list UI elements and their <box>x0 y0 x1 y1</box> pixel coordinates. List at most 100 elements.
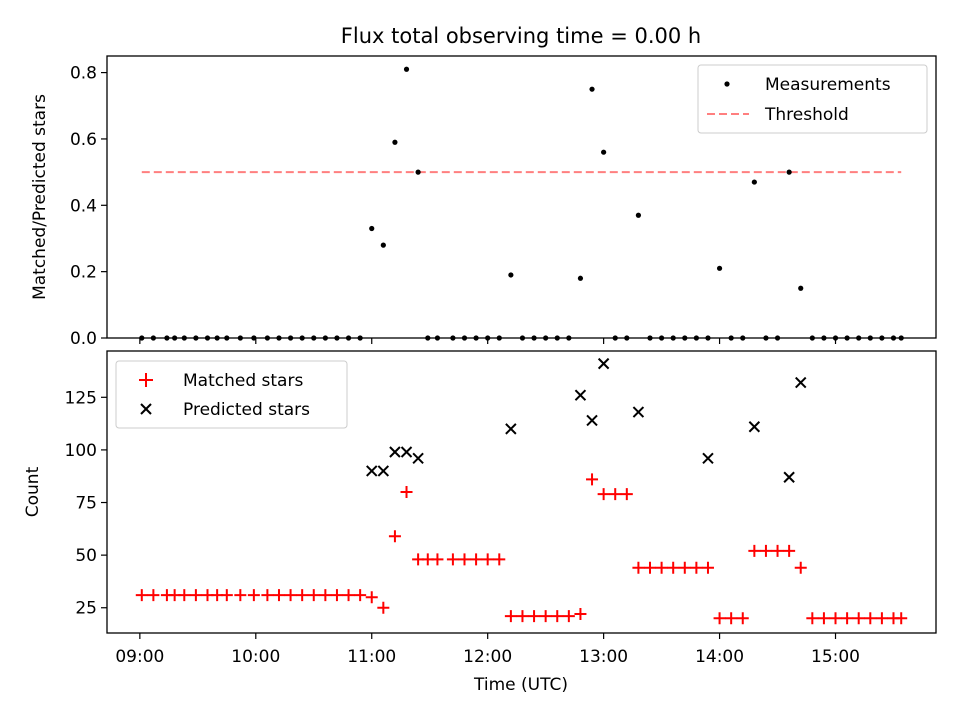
count-y-ticks: 25 50 75 100 125 <box>65 388 107 619</box>
y-tick-label: 0.8 <box>70 64 97 84</box>
matched-stars-point <box>330 589 343 602</box>
measurement-point <box>635 212 642 218</box>
matched-stars-point <box>783 544 796 557</box>
y-tick-label: 0.2 <box>70 263 97 283</box>
chart-title: Flux total observing time = 0.00 h <box>341 24 701 48</box>
predicted-stars-point <box>400 446 413 458</box>
measurement-point <box>415 169 421 175</box>
matched-stars-point <box>817 612 830 625</box>
matched-stars-point <box>667 561 680 574</box>
matched-stars-point <box>365 591 378 604</box>
predicted-stars-point <box>389 446 401 458</box>
matched-stars-point <box>528 610 541 623</box>
matched-stars-point <box>354 589 367 602</box>
matched-stars-point <box>431 553 444 566</box>
matched-stars-point <box>678 561 691 574</box>
ratio-axes: Flux total observing time = 0.00 h 0.00.… <box>30 24 937 349</box>
measurement-point <box>380 242 386 248</box>
matched-stars-point <box>895 612 908 625</box>
measurement-point <box>508 272 514 278</box>
matched-stars-point <box>701 561 714 574</box>
matched-stars-point <box>178 589 191 602</box>
matched-stars-point <box>736 612 749 625</box>
matched-stars-point <box>539 610 552 623</box>
legend-measurements-marker <box>724 81 730 87</box>
matched-stars-point <box>247 589 260 602</box>
measurement-point <box>786 169 792 175</box>
measurement-point <box>589 86 595 92</box>
matched-stars-point <box>551 610 564 623</box>
y-tick-label: 25 <box>75 599 97 619</box>
x-tick-label: 11:00 <box>347 647 396 667</box>
matched-stars-point <box>377 601 390 614</box>
matched-stars-point <box>794 561 807 574</box>
matched-stars-point <box>562 610 575 623</box>
measurement-point <box>577 275 584 281</box>
matched-stars-point <box>504 610 517 623</box>
predicted-stars-point <box>748 421 761 433</box>
ratio-y-ticks: 0.0 0.2 0.4 0.6 0.8 <box>70 64 107 349</box>
matched-stars-point <box>189 589 202 602</box>
ratio-legend: Measurements Threshold <box>697 64 928 134</box>
matched-stars-point <box>759 544 772 557</box>
x-tick-label: 13:00 <box>579 647 628 667</box>
x-tick-label: 10:00 <box>231 647 280 667</box>
matched-stars-point <box>284 589 297 602</box>
ratio-x-ticks <box>139 338 837 344</box>
count-plot-area <box>135 357 908 625</box>
predicted-stars-point <box>632 406 645 418</box>
matched-stars-point <box>307 589 320 602</box>
y-tick-label: 100 <box>65 441 97 461</box>
ratio-y-axis-label: Matched/Predicted stars <box>30 94 50 300</box>
matched-stars-point <box>852 612 865 625</box>
y-tick-label: 0.6 <box>70 130 97 150</box>
matched-stars-point <box>296 589 309 602</box>
matched-stars-point <box>620 488 633 501</box>
matched-stars-point <box>574 608 587 621</box>
predicted-stars-point <box>505 423 517 435</box>
ratio-legend-box <box>697 64 928 134</box>
measurement-point <box>601 149 607 155</box>
x-tick-label: 14:00 <box>695 647 744 667</box>
x-tick-label: 15:00 <box>811 647 860 667</box>
y-tick-label: 75 <box>75 494 97 514</box>
matched-stars-point <box>725 612 738 625</box>
measurement-point <box>369 225 375 232</box>
legend-measurements-label: Measurements <box>765 75 891 95</box>
matched-stars-point <box>261 589 274 602</box>
legend-predicted-marker <box>140 403 152 415</box>
matched-stars-point <box>713 612 726 625</box>
matched-stars-point <box>771 544 784 557</box>
matched-stars-point <box>841 612 854 625</box>
x-tick-label: 12:00 <box>463 647 512 667</box>
predicted-stars-point <box>795 376 807 389</box>
predicted-stars-point <box>702 452 714 465</box>
predicted-stars-point <box>597 357 610 370</box>
x-axis-label: Time (UTC) <box>473 675 568 695</box>
count-x-ticks: 09:00 10:00 11:00 12:00 13:00 14:00 15:00 <box>115 633 860 667</box>
y-tick-label: 50 <box>75 546 97 566</box>
x-tick-label: 09:00 <box>115 647 164 667</box>
matched-stars-point <box>446 553 459 566</box>
matched-stars-point <box>493 553 506 566</box>
predicted-stars-point <box>574 389 587 401</box>
matched-stars-point <box>806 612 819 625</box>
matched-stars-point <box>481 553 494 566</box>
legend-matched-marker <box>139 373 153 387</box>
predicted-stars-point <box>783 471 795 483</box>
matched-stars-point <box>748 544 761 557</box>
matched-stars-point <box>135 589 148 602</box>
matched-stars-point <box>458 553 471 566</box>
predicted-stars-point <box>412 452 424 465</box>
matched-stars-point <box>586 473 599 486</box>
count-y-axis-label: Count <box>23 466 43 517</box>
legend-threshold-label: Threshold <box>764 105 849 125</box>
predicted-stars-point <box>377 465 390 477</box>
matched-stars-point <box>609 488 622 501</box>
y-tick-label: 125 <box>65 388 97 408</box>
matched-stars-point <box>875 612 888 625</box>
measurement-point <box>798 285 804 291</box>
predicted-stars-point <box>366 465 378 477</box>
matched-stars-point <box>342 589 355 602</box>
